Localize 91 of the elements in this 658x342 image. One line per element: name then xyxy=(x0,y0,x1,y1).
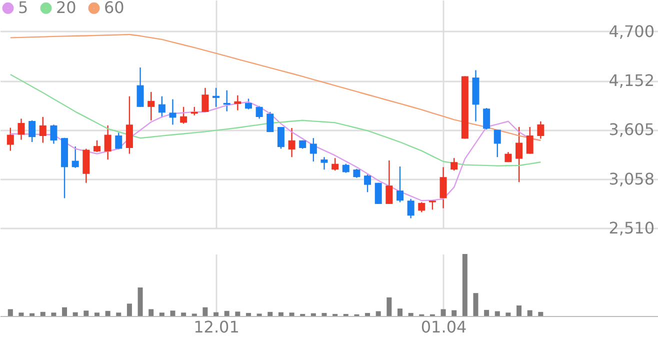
legend-label: 60 xyxy=(104,0,124,18)
candlestick xyxy=(332,157,339,172)
legend-label: 5 xyxy=(18,0,28,18)
bar xyxy=(484,310,490,316)
x-tick-label: 01.04 xyxy=(420,318,467,336)
bar xyxy=(84,310,89,316)
bar xyxy=(289,312,294,316)
bar xyxy=(278,312,284,316)
candlestick xyxy=(202,87,209,113)
bar xyxy=(408,312,414,316)
bar xyxy=(159,312,164,316)
bar xyxy=(72,312,78,316)
candlestick xyxy=(494,129,501,158)
bar xyxy=(473,293,478,316)
bar xyxy=(452,310,457,316)
y-tick-label: 3,058 xyxy=(608,169,654,188)
candlestick xyxy=(364,174,372,193)
legend-label: 20 xyxy=(56,0,76,18)
bar xyxy=(94,312,100,316)
candlestick xyxy=(266,111,274,133)
candlestick xyxy=(93,140,100,153)
bar xyxy=(40,312,46,316)
candlestick xyxy=(440,166,447,209)
bar xyxy=(268,312,273,316)
bar xyxy=(105,310,110,316)
bar xyxy=(440,309,446,316)
candlestick xyxy=(277,126,284,150)
bar xyxy=(538,312,544,316)
candlestick xyxy=(180,106,188,124)
bar xyxy=(376,311,381,316)
candlestick xyxy=(39,116,46,144)
bar xyxy=(235,312,240,316)
bar xyxy=(181,312,186,316)
candlestick xyxy=(136,66,144,108)
candlestick xyxy=(126,96,133,154)
y-tick-label: 4,700 xyxy=(608,22,654,41)
bar xyxy=(397,308,402,316)
bar xyxy=(386,297,392,316)
bar xyxy=(170,310,176,316)
candlestick xyxy=(115,132,122,150)
candlestick xyxy=(212,87,220,108)
y-tick-label: 4,152 xyxy=(608,71,654,90)
candlestick xyxy=(50,124,58,144)
bar xyxy=(18,312,24,316)
bar xyxy=(462,254,468,316)
candlestick xyxy=(104,124,112,160)
bar xyxy=(310,313,316,316)
candlestick xyxy=(28,120,36,143)
candlestick xyxy=(310,137,317,162)
candlestick xyxy=(244,98,252,110)
bar xyxy=(30,313,35,316)
bar xyxy=(527,310,532,316)
candlestick xyxy=(418,202,426,213)
candlestick xyxy=(169,98,176,126)
bar xyxy=(148,309,154,316)
candlestick xyxy=(72,146,79,168)
candlestick xyxy=(158,96,166,118)
candlestick xyxy=(537,120,544,140)
candlestick xyxy=(256,105,263,120)
candlestick xyxy=(483,107,490,130)
bar xyxy=(202,307,208,316)
y-tick-label: 2,510 xyxy=(608,218,654,238)
candlestick xyxy=(234,94,242,111)
candlestick xyxy=(18,118,25,140)
bar xyxy=(8,309,13,316)
candlestick xyxy=(374,182,382,205)
bar xyxy=(506,312,511,316)
candlestick xyxy=(386,160,393,205)
bar xyxy=(138,287,143,316)
y-tick-label: 3,605 xyxy=(608,120,654,140)
candlestick xyxy=(288,127,296,158)
candlestick xyxy=(516,126,523,183)
candlestick xyxy=(450,157,458,172)
candlestick xyxy=(148,91,155,121)
candlestick xyxy=(407,198,414,219)
candlestick xyxy=(396,166,404,203)
candlestick xyxy=(526,126,534,154)
bar xyxy=(126,304,132,316)
bar xyxy=(516,305,522,316)
bar xyxy=(214,312,219,316)
x-tick-label: 12.01 xyxy=(194,318,240,336)
bar xyxy=(494,311,500,316)
bar xyxy=(246,312,251,316)
bar xyxy=(116,312,122,316)
bar xyxy=(51,312,56,316)
candlestick xyxy=(6,127,14,152)
bar xyxy=(62,307,68,316)
bar xyxy=(365,312,370,316)
bar xyxy=(224,310,230,316)
bar xyxy=(322,312,327,316)
candlestick xyxy=(320,156,328,170)
